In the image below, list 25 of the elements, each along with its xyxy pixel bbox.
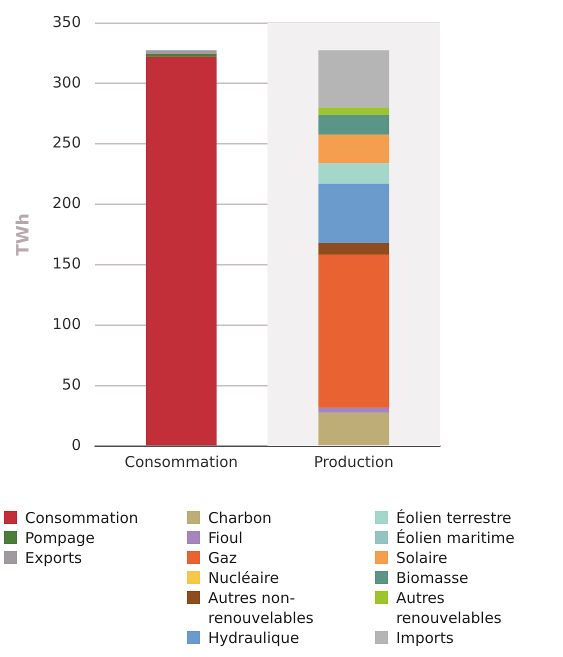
y-tick-label: 250 [52, 134, 82, 152]
legend-label: Biomasse [396, 568, 470, 588]
legend-label: Solaire [396, 548, 448, 568]
y-tick-label: 150 [52, 254, 82, 273]
y-tick-label: 200 [52, 194, 82, 212]
legend-label: Gaz [208, 548, 238, 568]
legend-label: Fioul [208, 528, 244, 548]
y-tick-label: 350 [52, 12, 82, 31]
legend-label: Nucléaire [208, 568, 280, 588]
y-tick-label: 50 [62, 375, 82, 394]
legend-label: Hydraulique [208, 628, 300, 648]
legend-label: Exports [25, 548, 83, 568]
legend-label: Consommation [25, 508, 140, 528]
legend-label: Autres renouvelables [396, 588, 503, 628]
legend-label: Éolien maritime [396, 528, 516, 548]
legend-label: Autres non-renouvelables [208, 588, 315, 628]
y-axis-title: TWh [14, 213, 34, 256]
y-tick-label: 100 [52, 315, 82, 334]
legend-label: Pompage [25, 528, 96, 548]
legend-label: Éolien terrestre [396, 508, 512, 528]
legend-label: Imports [396, 628, 455, 648]
y-tick-label: 300 [52, 73, 82, 92]
legend-label: Charbon [208, 508, 273, 528]
x-tick-label: Production [314, 452, 394, 471]
y-tick-label: 0 [71, 436, 82, 454]
